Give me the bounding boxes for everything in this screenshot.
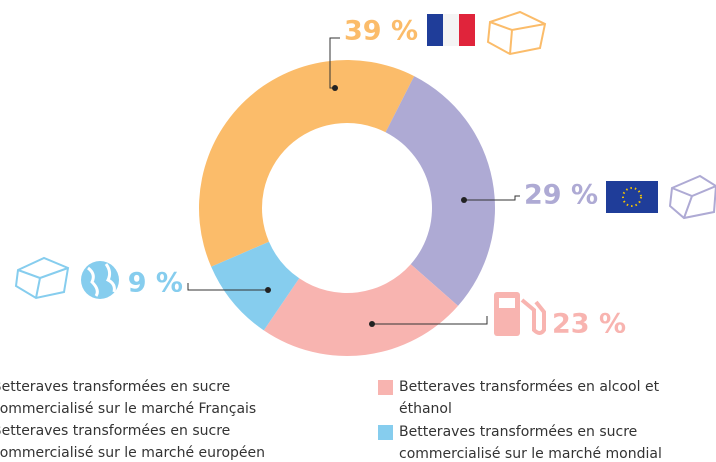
legend-label: Betteraves transformées en sucre commerc…: [0, 423, 266, 461]
leader-line: [187, 283, 268, 291]
leader-dot: [332, 85, 338, 91]
legend-swatch: [378, 425, 393, 440]
donut-slice: [385, 76, 496, 306]
donut-slice: [198, 59, 415, 267]
leader-line: [464, 195, 520, 201]
fuel-icon: [494, 292, 546, 336]
leader-dot: [461, 197, 467, 203]
globe-icon: [81, 261, 119, 299]
leader-dot: [265, 287, 271, 293]
legend-label: Betteraves transformées en sucre commerc…: [0, 379, 257, 417]
france-flag: [427, 14, 475, 46]
sugar-cube-icon: [14, 256, 70, 300]
leader-dot: [369, 321, 375, 327]
leader-line: [372, 316, 488, 325]
value-label: 23 %: [552, 309, 626, 340]
value-label: 39 %: [344, 16, 418, 47]
sugar-cube-icon: [486, 10, 547, 56]
legend-label: Betteraves transformées en sucre commerc…: [399, 424, 662, 462]
slices: [198, 59, 496, 356]
donut-slice: [263, 264, 459, 356]
legend-label: Betteraves transformées en alcool et éth…: [399, 379, 660, 417]
donut-slice: [211, 241, 300, 331]
sugar-cube-icon: [668, 174, 716, 220]
legend-swatch: [378, 380, 393, 395]
eu-flag: [606, 181, 658, 213]
value-label: 9 %: [128, 268, 183, 299]
value-label: 29 %: [524, 180, 598, 211]
